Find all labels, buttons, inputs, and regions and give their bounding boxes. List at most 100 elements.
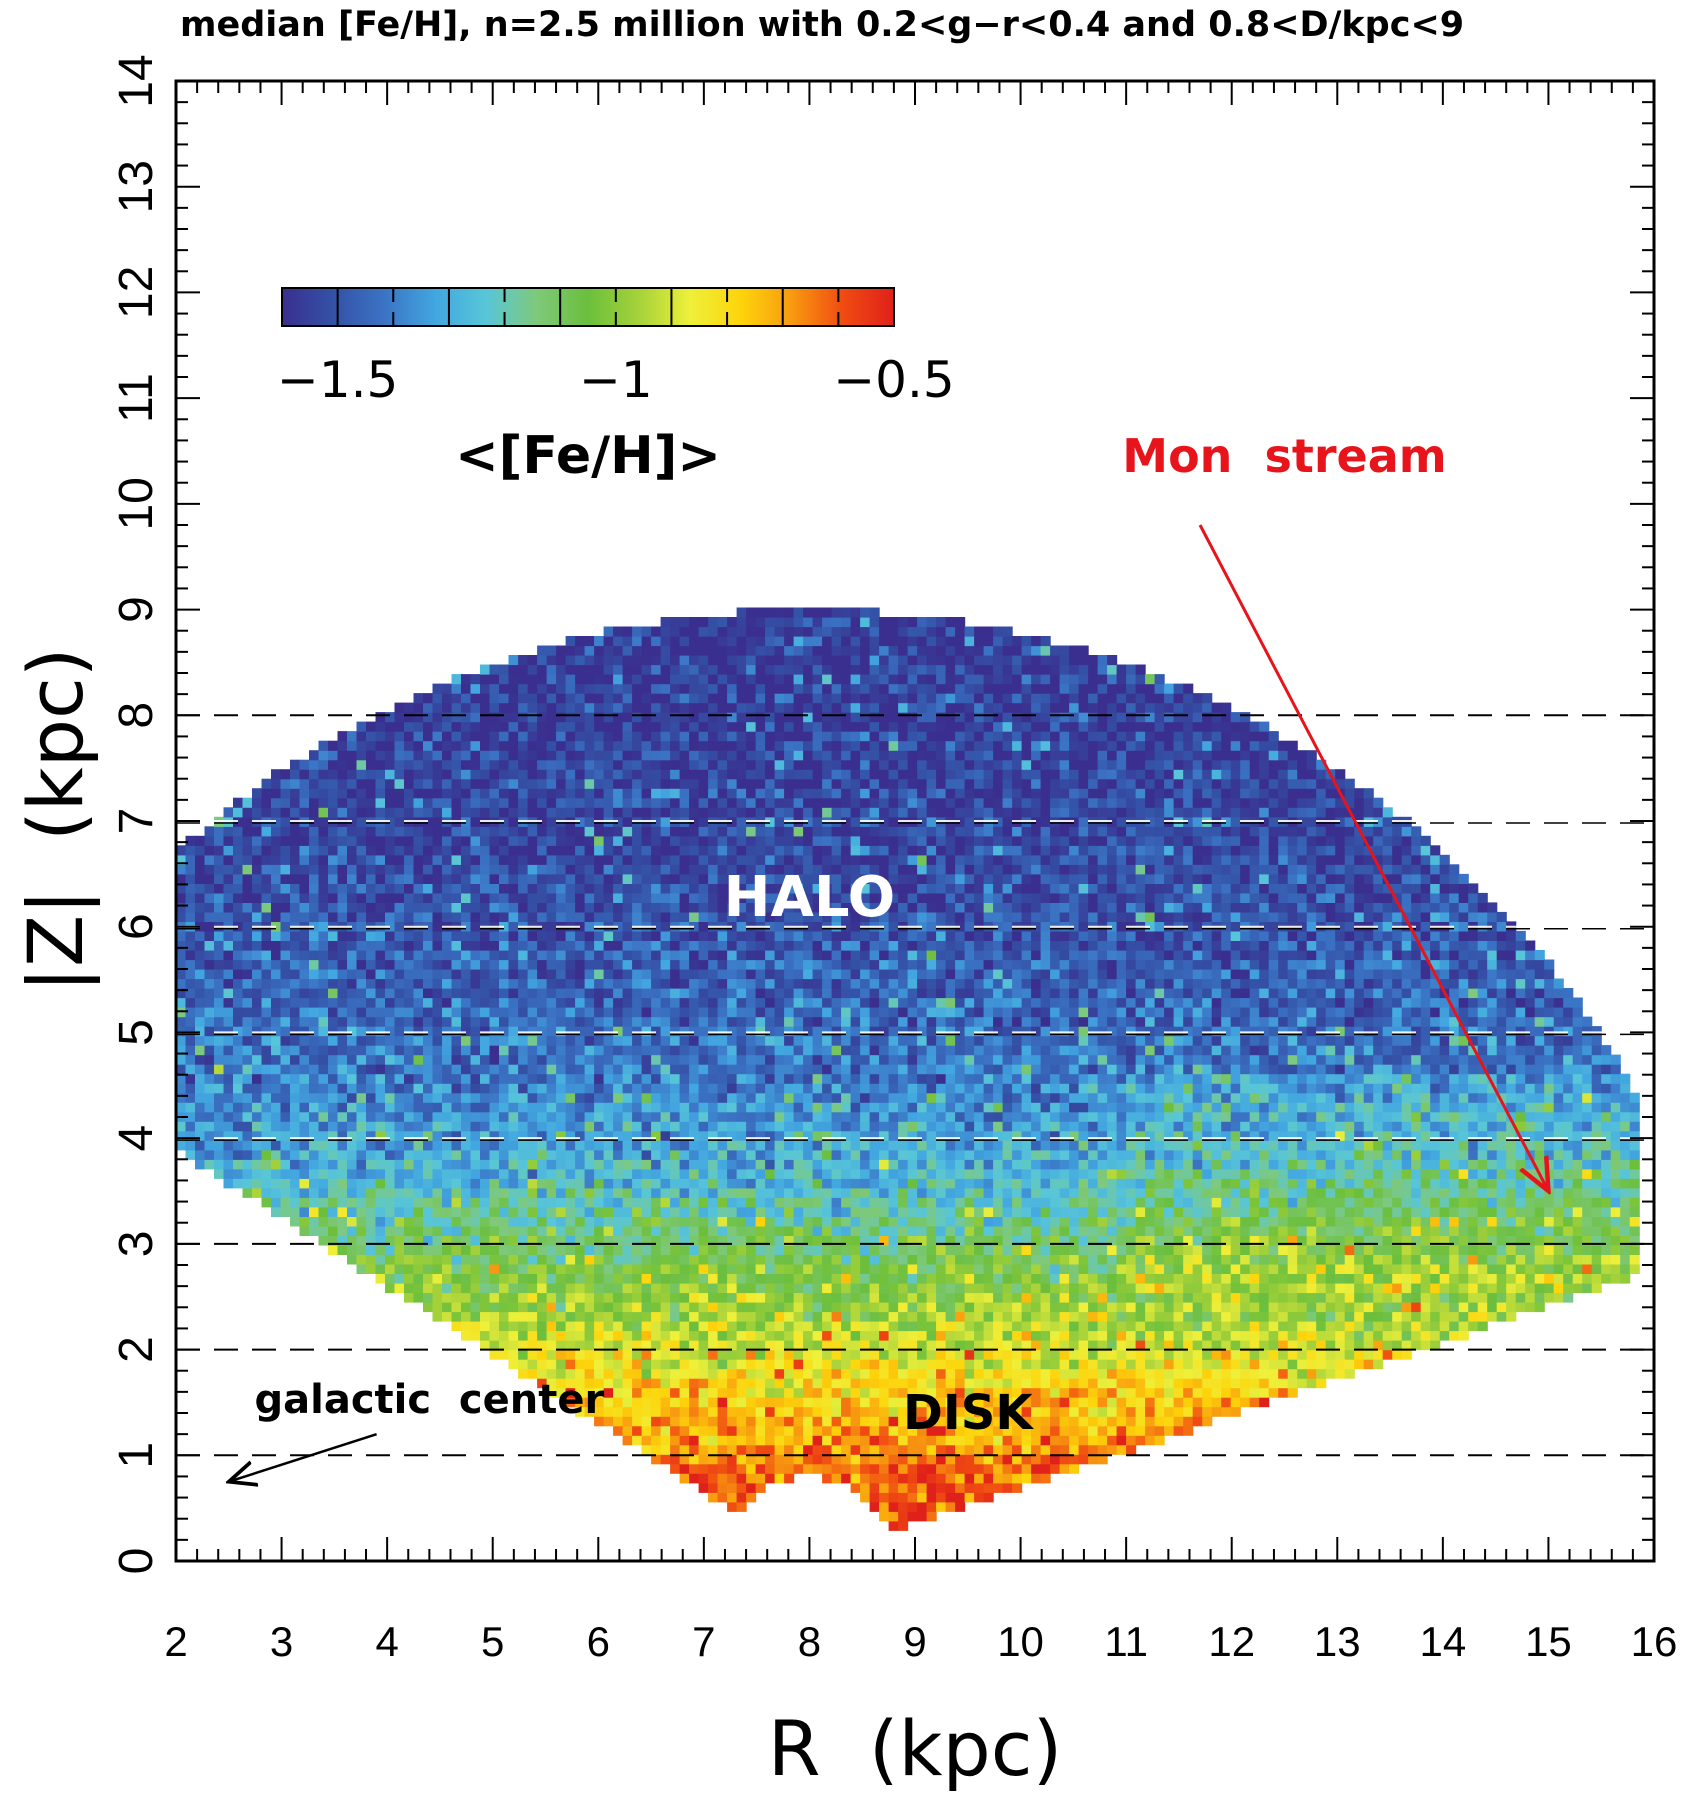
heatmap-cell [356,997,367,1008]
heatmap-cell [299,997,310,1008]
heatmap-cell [375,930,386,941]
heatmap-cell [641,1149,652,1160]
heatmap-cell [793,1197,804,1208]
heatmap-cell [518,950,529,961]
heatmap-cell [812,1187,823,1198]
heatmap-cell [432,988,443,999]
heatmap-cell [717,693,728,704]
heatmap-cell [670,1387,681,1398]
heatmap-cell [698,636,709,647]
heatmap-cell [242,959,253,970]
heatmap-cell [299,1140,310,1151]
heatmap-cell [204,1111,215,1122]
heatmap-cell [812,911,823,922]
heatmap-cell [309,816,320,827]
heatmap-cell [746,1463,757,1474]
heatmap-cell [242,797,253,808]
heatmap-cell [527,1149,538,1160]
heatmap-cell [698,1187,709,1198]
heatmap-cell [252,835,263,846]
heatmap-cell [556,655,567,666]
heatmap-cell [736,1168,747,1179]
heatmap-cell [518,1111,529,1122]
heatmap-cell [746,959,757,970]
heatmap-cell [746,1254,757,1265]
heatmap-cell [670,1292,681,1303]
heatmap-cell [736,759,747,770]
heatmap-cell [755,740,766,751]
heatmap-cell [736,1263,747,1274]
heatmap-cell [831,607,842,618]
heatmap-cell [394,712,405,723]
heatmap-cell [708,712,719,723]
heatmap-cell [670,1102,681,1113]
heatmap-cell [299,969,310,980]
heatmap-cell [793,1111,804,1122]
heatmap-cell [252,845,263,856]
heatmap-cell [822,1045,833,1056]
heatmap-cell [271,769,282,780]
heatmap-cell [784,873,795,884]
heatmap-cell [784,1368,795,1379]
heatmap-cell [698,1435,709,1446]
heatmap-cell [556,788,567,799]
heatmap-cell [736,607,747,618]
heatmap-cell [261,807,272,818]
heatmap-cell [575,1340,586,1351]
heatmap-cell [641,674,652,685]
heatmap-cell [347,1073,358,1084]
heatmap-cell [394,1111,405,1122]
heatmap-cell [423,702,434,713]
heatmap-cell [347,769,358,780]
heatmap-cell [404,807,415,818]
heatmap-cell [375,854,386,865]
heatmap-cell [394,892,405,903]
heatmap-cell [318,1168,329,1179]
heatmap-cell [679,626,690,637]
heatmap-cell [442,1254,453,1265]
heatmap-cell [489,1321,500,1332]
heatmap-cell [271,835,282,846]
heatmap-cell [736,674,747,685]
heatmap-cell [537,1273,548,1284]
heatmap-cell [727,930,738,941]
heatmap-cell [575,816,586,827]
heatmap-cell [736,807,747,818]
heatmap-cell [698,1111,709,1122]
heatmap-cell [651,997,662,1008]
heatmap-cell [527,1054,538,1065]
heatmap-cell [831,988,842,999]
heatmap-cell [622,683,633,694]
heatmap-cell [803,1054,814,1065]
heatmap-cell [803,1206,814,1217]
heatmap-cell [632,1159,643,1170]
heatmap-cell [499,750,510,761]
heatmap-cell [698,1121,709,1132]
heatmap-cell [451,1102,462,1113]
heatmap-cell [746,1244,757,1255]
heatmap-cell [660,816,671,827]
heatmap-cell [831,759,842,770]
heatmap-cell [774,997,785,1008]
heatmap-cell [746,826,757,837]
heatmap-cell [489,1168,500,1179]
heatmap-cell [584,1283,595,1294]
heatmap-cell [318,873,329,884]
heatmap-cell [223,1149,234,1160]
heatmap-cell [432,712,443,723]
heatmap-cell [404,1225,415,1236]
heatmap-cell [841,1302,852,1313]
heatmap-cell [584,1321,595,1332]
heatmap-cell [717,788,728,799]
heatmap-cell [698,1273,709,1284]
heatmap-cell [822,930,833,941]
heatmap-cell [318,1111,329,1122]
heatmap-cell [793,1064,804,1075]
heatmap-cell [537,750,548,761]
heatmap-cell [698,1444,709,1455]
heatmap-cell [461,997,472,1008]
heatmap-cell [413,721,424,732]
heatmap-cell [223,1016,234,1027]
heatmap-cell [423,778,434,789]
heatmap-cell [812,674,823,685]
